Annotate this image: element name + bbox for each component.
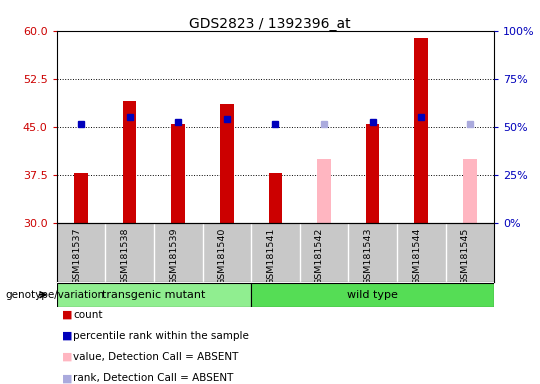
Bar (57, 283, 251, 307)
Text: GSM181545: GSM181545 (461, 227, 470, 285)
Text: GSM181543: GSM181543 (363, 227, 373, 285)
Text: GSM181538: GSM181538 (120, 227, 130, 285)
Bar (463, 159, 477, 223)
Text: transgenic mutant: transgenic mutant (102, 290, 206, 300)
Text: GSM181541: GSM181541 (266, 227, 275, 285)
Text: genotype/variation: genotype/variation (5, 290, 105, 300)
Bar (171, 124, 185, 223)
Bar (414, 38, 428, 223)
Text: count: count (73, 310, 103, 320)
Text: GSM181540: GSM181540 (218, 227, 227, 285)
Text: GSM181542: GSM181542 (315, 227, 324, 285)
Bar (366, 124, 380, 223)
Text: value, Detection Call = ABSENT: value, Detection Call = ABSENT (73, 352, 238, 362)
Text: ■: ■ (62, 310, 72, 320)
Text: wild type: wild type (347, 290, 398, 300)
Bar (251, 283, 494, 307)
Text: GSM181544: GSM181544 (412, 227, 421, 285)
Bar (220, 104, 234, 223)
Text: GSM181537: GSM181537 (72, 227, 81, 285)
Text: rank, Detection Call = ABSENT: rank, Detection Call = ABSENT (73, 373, 233, 383)
Text: ■: ■ (62, 373, 72, 383)
Text: ■: ■ (62, 352, 72, 362)
Text: ■: ■ (62, 331, 72, 341)
Text: percentile rank within the sample: percentile rank within the sample (73, 331, 249, 341)
Bar (123, 101, 137, 223)
Text: GSM181539: GSM181539 (169, 227, 178, 285)
Bar (268, 173, 282, 223)
Bar (317, 159, 331, 223)
Text: GDS2823 / 1392396_at: GDS2823 / 1392396_at (189, 17, 351, 31)
Bar (74, 173, 88, 223)
